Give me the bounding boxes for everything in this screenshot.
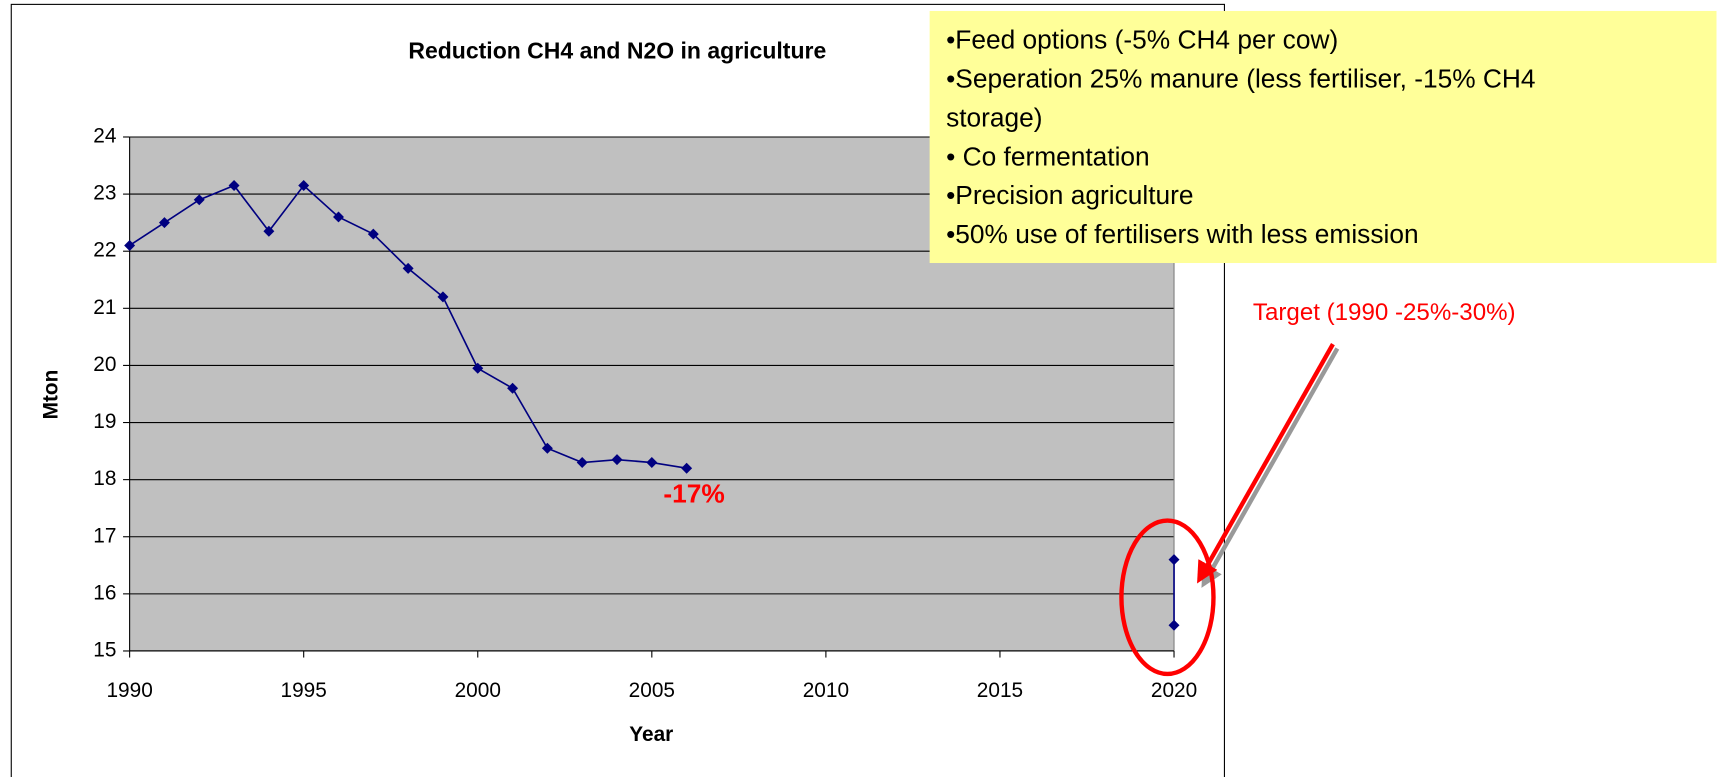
x-tick-label: 2005: [629, 679, 675, 702]
measure-line: •Seperation 25% manure (less fertiliser,…: [946, 64, 1535, 94]
x-tick-label: 2015: [977, 679, 1023, 702]
y-tick-label: 15: [93, 638, 116, 661]
data-point: [646, 457, 658, 468]
x-tick-label: 2000: [455, 679, 501, 702]
data-point: [263, 225, 275, 237]
data-point: [541, 442, 553, 454]
measure-line: • Co fermentation: [946, 141, 1150, 171]
measure-line: •Precision agriculture: [946, 180, 1193, 210]
reduction-label: -17%: [663, 478, 724, 508]
arrow-shadow: [1201, 347, 1340, 588]
x-tick-label: 2020: [1151, 679, 1197, 702]
data-point: [437, 291, 449, 303]
y-tick-label: 19: [93, 410, 116, 433]
y-tick-label: 23: [93, 182, 116, 205]
measures-box: [929, 10, 1717, 264]
x-tick-label: 1990: [106, 679, 152, 702]
y-tick-label: 24: [93, 124, 116, 147]
data-point: [298, 180, 310, 192]
data-point: [472, 362, 484, 374]
target-label: Target (1990 -25%-30%): [1253, 299, 1516, 326]
data-point: [507, 382, 519, 394]
x-tick-label: 2010: [803, 679, 849, 702]
y-tick-label: 20: [93, 353, 116, 376]
measure-line: storage): [946, 102, 1042, 132]
data-point: [193, 194, 205, 206]
data-point: [333, 211, 344, 223]
data-point: [158, 217, 170, 229]
measure-line: •50% use of fertilisers with less emissi…: [946, 219, 1418, 249]
y-tick-label: 17: [93, 524, 116, 547]
x-tick-label: 1995: [281, 679, 327, 702]
data-point: [124, 240, 136, 251]
target-ellipse: [1119, 518, 1216, 677]
target-arrow: [1197, 343, 1335, 584]
chart-title: Reduction CH4 and N2O in agriculture: [408, 38, 826, 64]
data-point: [402, 262, 414, 274]
data-point: [1168, 554, 1180, 566]
x-axis-label: Year: [629, 723, 673, 746]
y-axis-label: Mton: [39, 370, 62, 420]
data-point: [611, 454, 623, 466]
y-tick-label: 22: [93, 239, 116, 262]
y-tick-label: 18: [93, 467, 116, 490]
measure-line: •Feed options (-5% CH4 per cow): [946, 25, 1338, 55]
data-point: [228, 180, 240, 192]
y-tick-label: 21: [93, 296, 116, 319]
y-tick-label: 16: [93, 581, 116, 604]
data-point: [367, 228, 379, 240]
